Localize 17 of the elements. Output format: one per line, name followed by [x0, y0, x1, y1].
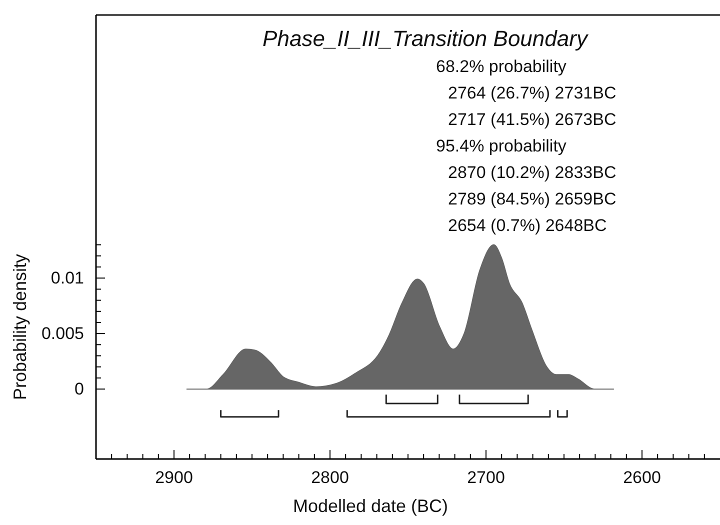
annotation: 2764 (26.7%) 2731BC — [448, 84, 616, 102]
y-tick-label: 0.005 — [41, 324, 84, 344]
x-tick-label: 2600 — [623, 468, 661, 488]
text: Phase_II_III_Transition Boundary — [262, 26, 590, 51]
x-tick-label: 2800 — [311, 468, 349, 488]
annotation: 2654 (0.7%) 2648BC — [448, 216, 607, 235]
x-tick-label: 2900 — [155, 468, 193, 488]
annotation: 2717 (41.5%) 2673BC — [448, 110, 616, 129]
annotation: 95.4% probability — [436, 136, 567, 156]
y-tick-label: 0 — [74, 380, 84, 399]
x-tick-label: 2700 — [467, 468, 505, 488]
annotation: 2789 (84.5%) 2659BC — [448, 190, 616, 208]
annotation: 68.2% probability — [436, 57, 567, 76]
y-tick-label: 0.01 — [50, 268, 84, 288]
y-axis-title: Probability density — [10, 254, 30, 400]
x-axis-title: Modelled date (BC) — [292, 496, 448, 516]
annotation: 2870 (10.2%) 2833BC — [448, 163, 616, 182]
